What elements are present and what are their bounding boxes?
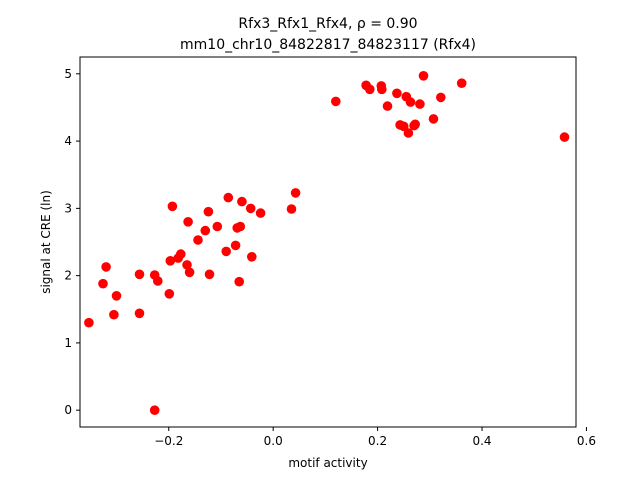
data-point — [134, 269, 145, 280]
data-point — [559, 132, 570, 142]
data-point — [223, 192, 234, 203]
y-tick-label: 2 — [64, 269, 72, 283]
data-point — [98, 278, 108, 289]
x-axis-label: motif activity — [288, 456, 367, 470]
data-point — [134, 308, 145, 319]
data-point — [245, 203, 256, 214]
data-point — [221, 246, 231, 257]
data-point — [255, 208, 266, 218]
x-tick-label: 0.4 — [472, 434, 491, 448]
y-tick-label: 1 — [64, 336, 72, 350]
data-point — [365, 84, 375, 95]
data-point — [204, 269, 215, 280]
data-point — [247, 251, 257, 262]
data-point — [176, 249, 186, 259]
x-tick-label: 0.2 — [368, 434, 387, 448]
data-point — [428, 114, 439, 124]
data-point — [403, 128, 414, 138]
x-tick-label: 0.0 — [264, 434, 283, 448]
data-point — [382, 101, 393, 111]
data-point — [377, 84, 387, 95]
data-point — [456, 78, 467, 88]
y-axis-label: signal at CRE (ln) — [39, 190, 53, 294]
y-tick-label: 5 — [64, 67, 72, 81]
x-axis-ticks: −0.2 0.0 0.2 0.4 0.6 — [154, 427, 596, 448]
data-point — [153, 276, 163, 286]
y-tick-label: 0 — [64, 403, 72, 417]
plot-area-frame — [79, 56, 577, 428]
data-point — [101, 262, 111, 272]
data-point — [286, 204, 297, 214]
y-axis-ticks: 0 1 2 3 4 5 — [64, 67, 80, 417]
data-point — [164, 289, 175, 299]
data-point — [193, 235, 203, 245]
data-point — [398, 121, 409, 132]
data-point — [436, 92, 446, 103]
data-point — [410, 119, 421, 130]
data-point — [167, 201, 178, 212]
data-point — [290, 188, 301, 198]
chart-title-line2: mm10_chr10_84822817_84823117 (Rfx4) — [180, 37, 476, 53]
data-point — [234, 276, 244, 287]
data-point — [212, 221, 223, 232]
x-tick-label: −0.2 — [154, 434, 183, 448]
data-point — [200, 225, 211, 236]
data-point — [415, 99, 425, 109]
data-point — [184, 267, 195, 278]
data-point — [392, 88, 402, 99]
data-point — [235, 221, 246, 232]
data-point — [405, 97, 416, 107]
data-point — [237, 196, 247, 207]
data-points — [84, 71, 570, 416]
data-point — [230, 240, 241, 251]
data-point — [149, 405, 160, 416]
y-tick-label: 4 — [64, 134, 72, 148]
data-point — [182, 260, 192, 270]
data-point — [165, 255, 176, 266]
data-point — [203, 206, 214, 217]
chart-title-line1: Rfx3_Rfx1_Rfx4, ρ = 0.90 — [238, 16, 417, 32]
data-point — [331, 96, 341, 107]
data-point — [84, 317, 94, 328]
y-tick-label: 3 — [64, 201, 72, 215]
data-point — [418, 71, 429, 81]
x-tick-label: 0.6 — [577, 434, 596, 448]
data-point — [109, 309, 119, 320]
data-point — [111, 291, 122, 301]
data-point — [183, 217, 193, 227]
